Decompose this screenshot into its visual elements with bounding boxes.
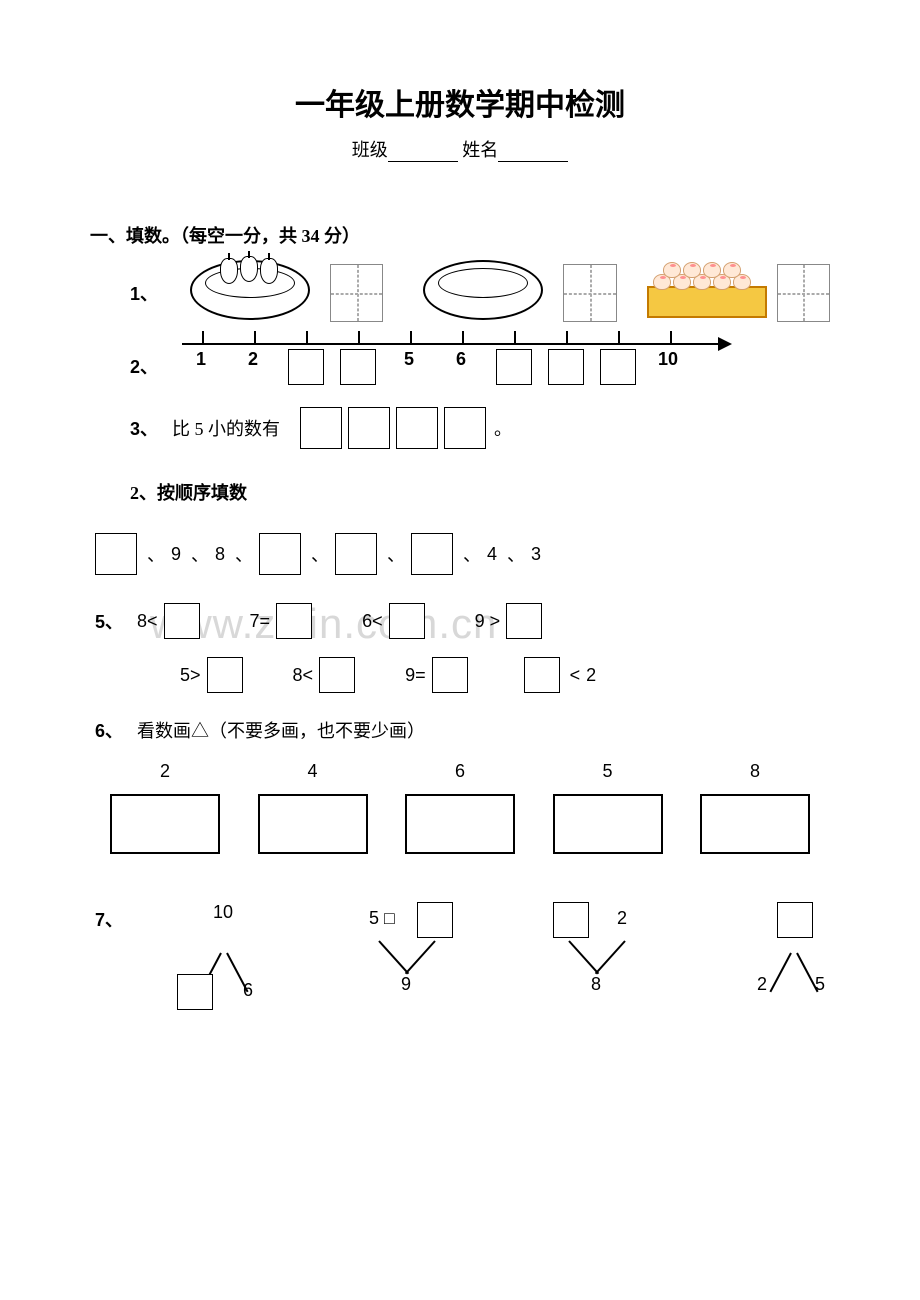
q3-after: 。: [494, 415, 512, 441]
draw-box[interactable]: [110, 794, 220, 854]
subtitle: 班级 姓名: [90, 136, 830, 162]
nl-label: 1: [196, 349, 206, 370]
bond-left: 5 □: [369, 908, 395, 929]
seq-num: 9: [171, 544, 181, 565]
page-title: 一年级上册数学期中检测: [90, 80, 830, 124]
nl-box[interactable]: [496, 349, 532, 390]
q7-row: 7、 10 6 5 □ 9 2 8: [90, 902, 830, 1002]
draw-box[interactable]: [553, 794, 663, 854]
answer-box[interactable]: [389, 603, 425, 639]
nl-box[interactable]: [340, 349, 376, 390]
draw-box[interactable]: [405, 794, 515, 854]
answer-box[interactable]: [319, 657, 355, 693]
nl-label: 6: [456, 349, 466, 370]
q1-row: 1、: [90, 260, 830, 325]
q3-row: 3、 比 5 小的数有 。: [90, 407, 830, 449]
q6-heading: 6、 看数画△（不要多画，也不要少画）: [90, 717, 830, 743]
q3-text: 比 5 小的数有: [172, 415, 280, 441]
q2-num: 2、: [130, 353, 160, 379]
q6-text: 看数画△（不要多画，也不要少画）: [137, 717, 425, 743]
q2-row: 2、 1 2 5 6 10: [90, 343, 830, 389]
seq-num: 8: [215, 544, 225, 565]
name-blank[interactable]: [498, 144, 568, 162]
answer-box[interactable]: [432, 657, 468, 693]
name-label: 姓名: [462, 140, 498, 160]
number-bond: 10 6: [165, 902, 295, 1002]
q6-num: 6、: [95, 717, 125, 743]
answer-box[interactable]: [164, 603, 200, 639]
answer-box[interactable]: [777, 264, 830, 322]
nl-label: 10: [658, 349, 678, 370]
answer-box[interactable]: [335, 533, 377, 575]
q3-num: 3、: [130, 415, 160, 441]
plate-empty: [423, 260, 543, 325]
answer-box[interactable]: [259, 533, 301, 575]
draw-box[interactable]: [258, 794, 368, 854]
answer-box[interactable]: [177, 974, 213, 1010]
q5-num: 5、: [95, 608, 125, 634]
class-blank[interactable]: [388, 144, 458, 162]
answer-box[interactable]: [777, 902, 813, 938]
answer-box[interactable]: [444, 407, 486, 449]
number-line: 1 2 5 6 10: [182, 343, 742, 389]
tray-buns: [647, 268, 757, 318]
number-bond: 2 8: [545, 902, 675, 1002]
answer-box[interactable]: [417, 902, 453, 938]
answer-box[interactable]: [524, 657, 560, 693]
answer-box[interactable]: [95, 533, 137, 575]
nl-label: 2: [248, 349, 258, 370]
seq-num: 4: [487, 544, 497, 565]
nl-box[interactable]: [600, 349, 636, 390]
plate-pears: [190, 260, 310, 325]
seq-num: 3: [531, 544, 541, 565]
answer-box[interactable]: [563, 264, 616, 322]
answer-box[interactable]: [411, 533, 453, 575]
number-bond: 5 □ 9: [355, 902, 485, 1002]
answer-box[interactable]: [330, 264, 383, 322]
answer-box[interactable]: [300, 407, 342, 449]
section1-heading: 一、填数。（每空一分，共 34 分）: [90, 222, 830, 248]
q5-row2: 5> 8< 9= <2: [90, 657, 830, 693]
q4-row: 、 9、 8、 、 、 、 4、 3: [90, 533, 830, 575]
number-bond: 2 5: [735, 902, 865, 1002]
answer-box[interactable]: [348, 407, 390, 449]
class-label: 班级: [352, 140, 388, 160]
q4-heading: 2、按顺序填数: [90, 479, 830, 505]
q5-row1: 5、 8< 7= 6< 9 >: [90, 603, 830, 639]
answer-box[interactable]: [553, 902, 589, 938]
answer-box[interactable]: [506, 603, 542, 639]
nl-box[interactable]: [288, 349, 324, 390]
draw-box[interactable]: [700, 794, 810, 854]
q7-num: 7、: [95, 906, 123, 932]
answer-box[interactable]: [276, 603, 312, 639]
nl-label: 5: [404, 349, 414, 370]
answer-box[interactable]: [207, 657, 243, 693]
q6-numbers: 2 4 6 5 8: [90, 761, 830, 854]
q1-num: 1、: [130, 280, 158, 306]
nl-box[interactable]: [548, 349, 584, 390]
answer-box[interactable]: [396, 407, 438, 449]
